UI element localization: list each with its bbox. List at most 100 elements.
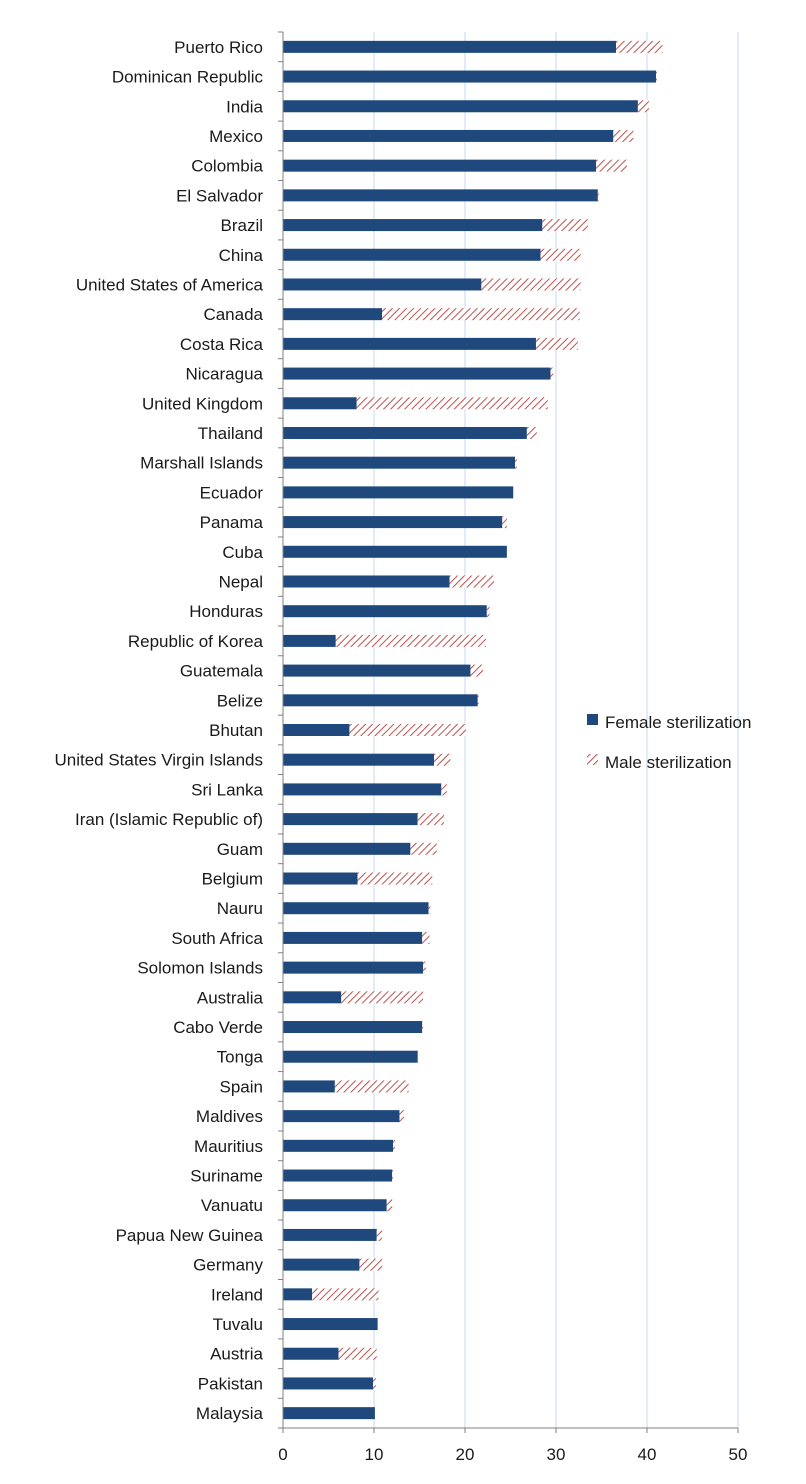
bar-female-23 (283, 724, 350, 736)
category-label-31: Solomon Islands (137, 959, 263, 978)
legend-label-male: Male sterilization (605, 753, 732, 772)
bar-male-23 (349, 724, 466, 736)
bar-male-28 (357, 872, 433, 885)
category-label-1: Dominican Republic (112, 68, 264, 87)
bar-male-33 (422, 1021, 424, 1034)
bar-female-28 (283, 872, 358, 885)
bar-male-18 (449, 575, 495, 588)
bar-female-31 (283, 961, 424, 974)
gridlines (373, 32, 739, 1428)
bar-female-18 (283, 575, 450, 588)
category-label-39: Vanuatu (201, 1196, 263, 1215)
bar-male-25 (441, 783, 447, 796)
x-tick-label-0: 0 (278, 1445, 287, 1464)
bar-female-44 (283, 1347, 339, 1360)
x-tick-label-1: 10 (365, 1445, 384, 1464)
bar-male-19 (486, 605, 490, 618)
category-label-3: Mexico (209, 127, 263, 146)
bar-female-6 (283, 219, 543, 232)
bar-male-45 (373, 1377, 376, 1390)
bar-male-6 (542, 219, 588, 232)
bars (283, 40, 663, 1420)
category-label-15: Ecuador (200, 483, 264, 502)
category-label-13: Thailand (198, 424, 263, 443)
legend: Female sterilization Male sterilization (587, 713, 751, 772)
category-label-0: Puerto Rico (174, 38, 263, 57)
bar-male-14 (515, 456, 517, 469)
bar-female-25 (283, 783, 442, 796)
bar-male-11 (550, 367, 554, 380)
bar-female-45 (283, 1377, 374, 1390)
legend-swatch-female (587, 714, 598, 725)
bar-female-36 (283, 1110, 400, 1123)
bar-female-8 (283, 278, 482, 291)
bar-male-13 (526, 426, 537, 439)
category-label-4: Colombia (191, 157, 263, 176)
bar-male-30 (422, 931, 430, 944)
bar-male-36 (399, 1110, 405, 1123)
x-tick-label-4: 40 (638, 1445, 657, 1464)
category-label-17: Cuba (222, 543, 263, 562)
category-label-10: Costa Rica (180, 335, 264, 354)
bar-male-0 (616, 40, 663, 53)
bar-male-16 (502, 516, 507, 529)
bar-female-15 (283, 486, 514, 499)
bar-female-3 (283, 129, 614, 142)
bar-male-37 (393, 1139, 395, 1152)
category-label-33: Cabo Verde (173, 1018, 263, 1037)
category-label-16: Panama (200, 513, 264, 532)
bar-male-38 (392, 1169, 394, 1182)
category-label-45: Pakistan (198, 1374, 263, 1393)
bar-male-35 (334, 1080, 409, 1093)
bar-female-1 (283, 70, 657, 83)
bar-female-26 (283, 813, 418, 826)
category-label-27: Guam (217, 840, 263, 859)
bar-male-39 (386, 1199, 393, 1212)
bar-female-32 (283, 991, 342, 1004)
bar-male-12 (356, 397, 548, 410)
bar-female-43 (283, 1318, 378, 1331)
bar-female-27 (283, 842, 411, 855)
category-label-46: Malaysia (196, 1404, 264, 1423)
bar-female-4 (283, 159, 597, 172)
bar-male-5 (597, 189, 599, 202)
bar-female-46 (283, 1407, 375, 1420)
bar-female-5 (283, 189, 598, 202)
bar-female-0 (283, 40, 617, 53)
bar-female-29 (283, 902, 429, 915)
bar-female-30 (283, 931, 423, 944)
bar-male-24 (434, 753, 451, 766)
bar-male-29 (428, 902, 431, 915)
category-label-19: Honduras (189, 602, 263, 621)
legend-swatch-male (587, 754, 598, 765)
category-label-35: Spain (220, 1077, 263, 1096)
category-label-42: Ireland (211, 1285, 263, 1304)
category-label-6: Brazil (220, 216, 263, 235)
category-label-5: El Salvador (176, 186, 263, 205)
bar-male-9 (382, 308, 580, 321)
bar-male-44 (338, 1347, 377, 1360)
category-label-37: Mauritius (194, 1137, 263, 1156)
category-label-43: Tuvalu (213, 1315, 263, 1334)
category-label-20: Republic of Korea (128, 632, 264, 651)
x-tick-label-5: 50 (729, 1445, 748, 1464)
bar-male-4 (596, 159, 627, 172)
category-label-26: Iran (Islamic Republic of) (75, 810, 263, 829)
category-label-2: India (226, 97, 263, 116)
bar-female-16 (283, 516, 503, 529)
x-tick-label-2: 20 (456, 1445, 475, 1464)
category-label-38: Suriname (190, 1167, 263, 1186)
bar-male-1 (656, 70, 658, 83)
bar-female-40 (283, 1228, 377, 1241)
category-labels: Puerto Rico Dominican Republic India Mexico… (54, 38, 263, 1423)
category-label-34: Tonga (217, 1048, 264, 1067)
category-label-14: Marshall Islands (140, 454, 263, 473)
category-label-9: Canada (203, 305, 263, 324)
category-label-12: United Kingdom (142, 394, 263, 413)
bar-female-34 (283, 1050, 418, 1063)
bar-female-17 (283, 545, 507, 558)
x-tick-label-3: 30 (547, 1445, 566, 1464)
bar-female-7 (283, 248, 541, 261)
category-label-8: United States of America (76, 275, 264, 294)
category-label-22: Belize (217, 691, 263, 710)
